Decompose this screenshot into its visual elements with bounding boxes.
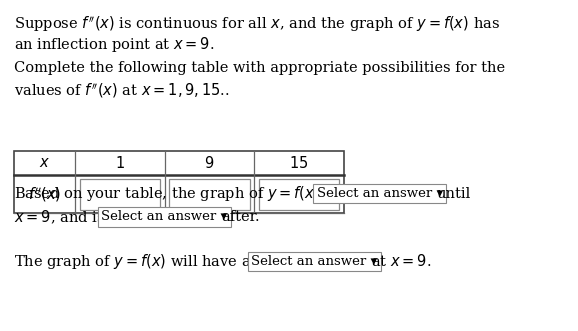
Text: $x$: $x$ bbox=[39, 156, 50, 170]
Text: $x = 9$, and is: $x = 9$, and is bbox=[14, 208, 106, 225]
Text: $15$: $15$ bbox=[290, 155, 309, 171]
Bar bbox=[80, 179, 160, 210]
Text: Based on your table, the graph of $y = f(x)$ is: Based on your table, the graph of $y = f… bbox=[14, 184, 338, 203]
Text: an inflection point at $x = 9$.: an inflection point at $x = 9$. bbox=[14, 35, 215, 54]
Text: Select an answer ▾: Select an answer ▾ bbox=[101, 210, 227, 223]
Text: $1$: $1$ bbox=[115, 155, 125, 171]
Text: until: until bbox=[436, 187, 470, 201]
Text: The graph of $y = f(x)$ will have a: The graph of $y = f(x)$ will have a bbox=[14, 252, 252, 271]
Text: Select an answer ▾: Select an answer ▾ bbox=[317, 187, 443, 200]
Text: $9$: $9$ bbox=[205, 155, 214, 171]
Bar bbox=[14, 151, 344, 213]
Text: $f^{\prime\prime}(x)$: $f^{\prime\prime}(x)$ bbox=[28, 185, 61, 204]
Text: Suppose $f^{\prime\prime}(x)$ is continuous for all $x$, and the graph of $y = f: Suppose $f^{\prime\prime}(x)$ is continu… bbox=[14, 15, 501, 34]
Bar bbox=[169, 179, 250, 210]
Text: at $x = 9$.: at $x = 9$. bbox=[371, 254, 432, 269]
Text: after.: after. bbox=[221, 210, 260, 224]
Bar bbox=[259, 179, 339, 210]
Text: values of $f^{\prime\prime}(x)$ at $x = 1, 9, 15$..: values of $f^{\prime\prime}(x)$ at $x = … bbox=[14, 81, 230, 100]
Text: Complete the following table with appropriate possibilities for the: Complete the following table with approp… bbox=[14, 61, 506, 75]
Text: Select an answer ▾: Select an answer ▾ bbox=[251, 255, 377, 268]
